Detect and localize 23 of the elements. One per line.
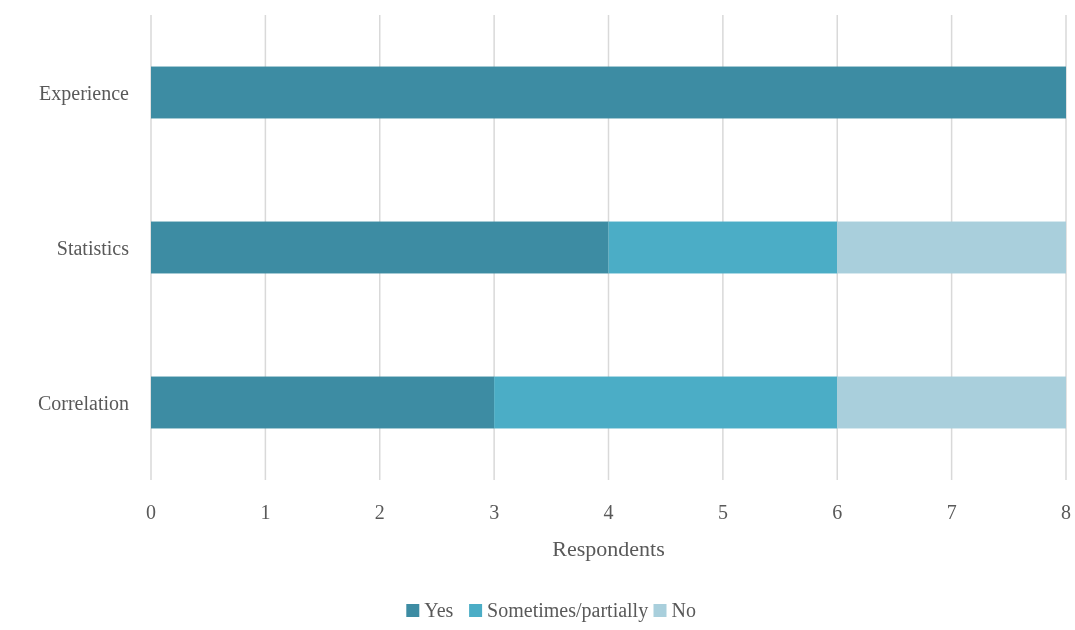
y-tick-label: Experience xyxy=(39,81,130,105)
x-tick-label: 6 xyxy=(832,501,843,523)
bar xyxy=(837,376,1066,429)
legend-label: No xyxy=(671,599,696,621)
x-tick-label: 4 xyxy=(603,501,614,523)
bar xyxy=(151,221,609,274)
bar xyxy=(494,376,838,429)
x-tick-label: 5 xyxy=(717,501,728,523)
x-axis-title: Respondents xyxy=(552,536,665,561)
x-tick-label: 3 xyxy=(489,501,500,523)
x-tick-label: 2 xyxy=(374,501,385,523)
x-tick-label: 7 xyxy=(946,501,957,523)
bar xyxy=(608,221,838,274)
x-tick-label: 0 xyxy=(146,501,156,523)
x-tick-label: 8 xyxy=(1061,501,1071,523)
legend-label: Sometimes/partially xyxy=(487,599,649,622)
y-tick-label: Statistics xyxy=(56,236,130,259)
bar xyxy=(151,376,495,429)
bar xyxy=(151,66,1066,119)
x-tick-label: 1 xyxy=(260,501,271,523)
bar xyxy=(837,221,1066,274)
legend-label: Yes xyxy=(424,599,454,621)
y-tick-label: Correlation xyxy=(37,391,129,414)
